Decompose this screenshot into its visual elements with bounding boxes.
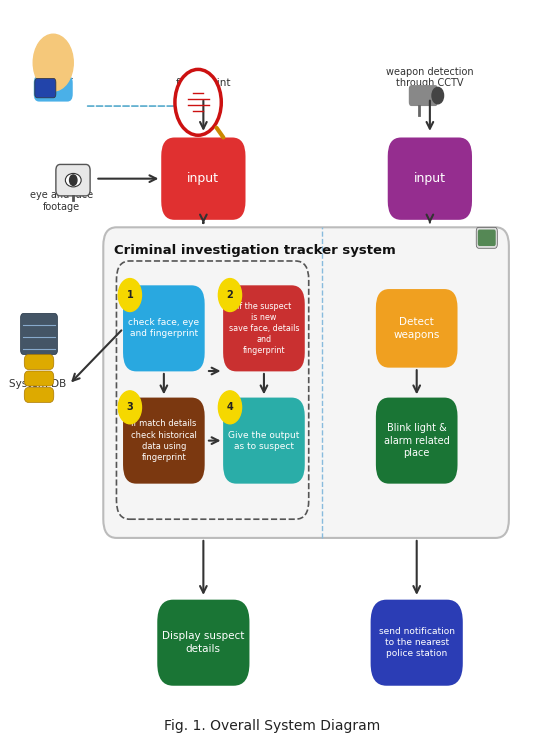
Text: Display suspect
details: Display suspect details bbox=[162, 632, 245, 654]
Circle shape bbox=[218, 278, 242, 311]
Text: 4: 4 bbox=[226, 403, 233, 412]
FancyBboxPatch shape bbox=[103, 227, 509, 538]
Text: Blink light &
alarm related
place: Blink light & alarm related place bbox=[384, 423, 450, 458]
Text: User: User bbox=[49, 76, 73, 87]
Circle shape bbox=[118, 391, 141, 424]
Text: If match details
check historical
data using
fingerprint: If match details check historical data u… bbox=[131, 419, 197, 461]
Text: input: input bbox=[414, 172, 446, 185]
FancyBboxPatch shape bbox=[35, 78, 56, 98]
FancyBboxPatch shape bbox=[388, 137, 472, 220]
Text: send notification
to the nearest
police station: send notification to the nearest police … bbox=[379, 627, 455, 658]
Text: input: input bbox=[187, 172, 220, 185]
FancyBboxPatch shape bbox=[123, 397, 204, 483]
Text: Give the output
as to suspect: Give the output as to suspect bbox=[228, 431, 300, 451]
Text: 1: 1 bbox=[126, 290, 133, 300]
FancyBboxPatch shape bbox=[24, 388, 54, 403]
Text: eye and face
footage: eye and face footage bbox=[30, 190, 93, 212]
Text: check face, eye
and fingerprint: check face, eye and fingerprint bbox=[128, 318, 200, 339]
Circle shape bbox=[175, 69, 221, 135]
Text: fingerprint: fingerprint bbox=[175, 78, 231, 88]
FancyBboxPatch shape bbox=[161, 137, 245, 220]
FancyBboxPatch shape bbox=[223, 285, 305, 372]
Circle shape bbox=[69, 175, 77, 185]
FancyBboxPatch shape bbox=[376, 289, 457, 368]
Circle shape bbox=[118, 278, 141, 311]
Circle shape bbox=[33, 34, 73, 91]
FancyBboxPatch shape bbox=[376, 397, 457, 483]
Text: if the suspect
is new
save face, details
and
fingerprint: if the suspect is new save face, details… bbox=[229, 302, 299, 355]
FancyBboxPatch shape bbox=[123, 285, 204, 372]
Text: Criminal investigation tracker system: Criminal investigation tracker system bbox=[114, 244, 395, 257]
Text: Detect
weapons: Detect weapons bbox=[393, 317, 440, 339]
FancyBboxPatch shape bbox=[478, 229, 495, 246]
Circle shape bbox=[432, 87, 443, 104]
FancyBboxPatch shape bbox=[409, 85, 438, 106]
FancyBboxPatch shape bbox=[34, 75, 73, 102]
Text: 3: 3 bbox=[126, 403, 133, 412]
Circle shape bbox=[218, 391, 242, 424]
Text: 2: 2 bbox=[226, 290, 233, 300]
Text: System DB: System DB bbox=[9, 379, 66, 390]
FancyBboxPatch shape bbox=[56, 164, 90, 196]
FancyBboxPatch shape bbox=[476, 227, 497, 248]
Text: weapon detection
through CCTV: weapon detection through CCTV bbox=[386, 67, 473, 88]
FancyBboxPatch shape bbox=[223, 397, 305, 483]
FancyBboxPatch shape bbox=[24, 354, 54, 369]
Ellipse shape bbox=[65, 173, 81, 187]
Text: Fig. 1. Overall System Diagram: Fig. 1. Overall System Diagram bbox=[164, 719, 380, 733]
FancyBboxPatch shape bbox=[20, 314, 58, 354]
FancyBboxPatch shape bbox=[24, 371, 54, 386]
FancyBboxPatch shape bbox=[157, 599, 250, 685]
FancyBboxPatch shape bbox=[371, 599, 463, 685]
